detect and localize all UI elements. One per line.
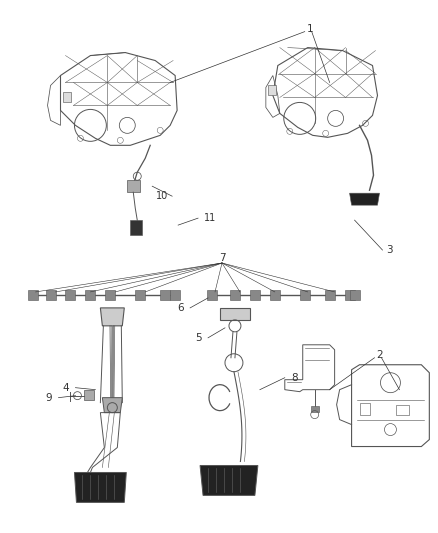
Polygon shape [64,92,71,102]
Text: 7: 7 [219,253,225,263]
Polygon shape [135,290,145,300]
Polygon shape [66,290,75,300]
Polygon shape [85,290,95,300]
Polygon shape [100,308,124,326]
Polygon shape [325,290,335,300]
Polygon shape [268,85,276,95]
Polygon shape [170,290,180,300]
Polygon shape [270,290,280,300]
Text: 11: 11 [204,213,216,223]
Text: 2: 2 [376,350,383,360]
Text: 9: 9 [45,393,52,402]
Polygon shape [102,398,122,413]
Polygon shape [207,290,217,300]
Text: 4: 4 [62,383,69,393]
Polygon shape [46,290,56,300]
Text: 6: 6 [177,303,184,313]
Polygon shape [350,193,379,205]
Polygon shape [200,465,258,495]
Polygon shape [220,308,250,320]
Text: 10: 10 [156,191,168,201]
Polygon shape [250,290,260,300]
Polygon shape [130,220,142,235]
Text: 5: 5 [195,333,201,343]
Polygon shape [127,180,140,192]
Text: 3: 3 [386,245,393,255]
Polygon shape [311,406,319,411]
Polygon shape [230,290,240,300]
Polygon shape [350,290,360,300]
Polygon shape [28,290,38,300]
Polygon shape [85,390,95,400]
Polygon shape [74,472,126,503]
Text: 8: 8 [291,373,298,383]
Polygon shape [106,290,115,300]
Polygon shape [300,290,310,300]
Text: 1: 1 [307,23,313,34]
Polygon shape [345,290,355,300]
Polygon shape [160,290,170,300]
